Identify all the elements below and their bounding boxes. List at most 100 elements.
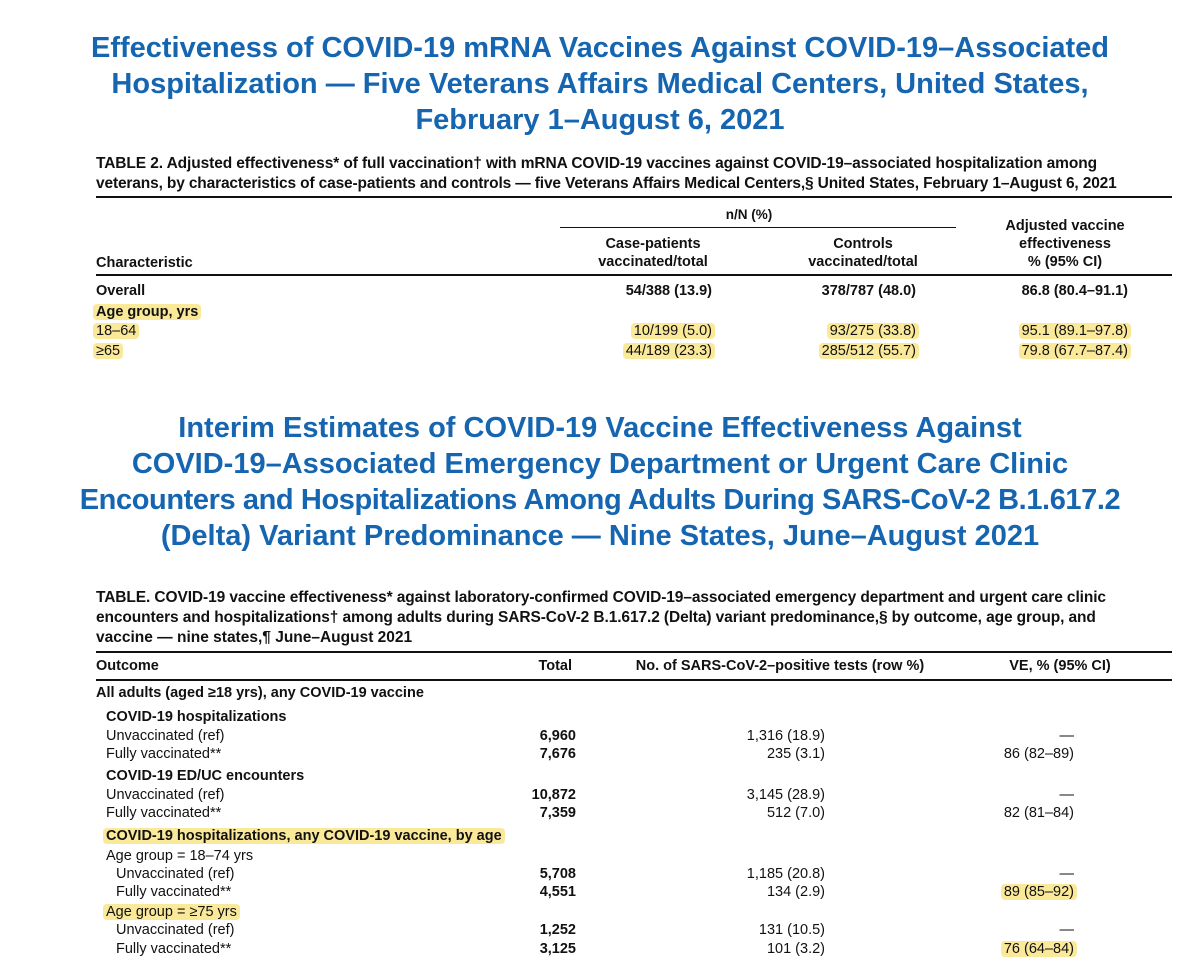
table2-row-ve: 82 (81–84) [1003,805,1074,821]
table2-row-positive: 101 (3.2) [766,941,825,957]
table2-row-positive: 1,185 (20.8) [746,866,825,882]
table1-row-label: 18–64 [93,322,140,340]
table1-group-header: n/N (%) [725,207,773,222]
table2-row-total: 1,252 [539,922,576,938]
table1-col-case: Case-patients vaccinated/total [560,235,746,271]
table2-row-positive: 1,316 (18.9) [746,728,825,744]
table2-row-total: 7,676 [539,746,576,762]
table2-caption: TABLE. COVID-19 vaccine effectiveness* a… [96,588,1172,648]
highlighted-value: 89 (85–92) [1000,884,1077,900]
table2-title-line: Encounters and Hospitalizations Among Ad… [79,484,1121,516]
highlighted-label: COVID-19 hospitalizations, any COVID-19 … [103,828,505,844]
table2-row-label: Fully vaccinated** [106,746,222,762]
highlighted-value: 95.1 (89.1–97.8) [1018,323,1131,339]
highlighted-label: 18–64 [93,323,140,339]
table1-col-ve-line: Adjusted vaccine [1005,218,1125,234]
table2-caption-line: vaccine — nine states,¶ June–August 2021 [96,629,413,646]
table1-title-line: Hospitalization — Five Veterans Affairs … [111,68,1089,100]
table1-row-label: Age group, yrs [93,303,202,321]
table2-row-label: All adults (aged ≥18 yrs), any COVID-19 … [96,685,424,701]
table1-header-rule [96,274,1172,276]
table2-title-line: (Delta) Variant Predominance — Nine Stat… [160,520,1040,552]
table1-title-line: Effectiveness of COVID-19 mRNA Vaccines … [90,32,1110,64]
highlighted-value: 93/275 (33.8) [826,323,919,339]
table2-row-label: Fully vaccinated** [116,941,232,957]
table1-col-controls-line: Controls [833,236,893,252]
table1-col-case-line: Case-patients [605,236,701,252]
highlighted-label: Age group, yrs [93,304,202,320]
table1-col-ve-line: % (95% CI) [1027,254,1103,270]
highlighted-value: 10/199 (5.0) [630,323,715,339]
table2-row-ve: — [1059,922,1075,938]
table2-row-label: COVID-19 hospitalizations, any COVID-19 … [103,827,505,845]
table1-title: Effectiveness of COVID-19 mRNA Vaccines … [0,30,1200,138]
table2-header-rule [96,679,1172,681]
table2-row-total: 4,551 [539,884,576,900]
table2-row-ve: — [1059,728,1075,744]
table1-caption: TABLE 2. Adjusted effectiveness* of full… [96,154,1172,194]
table1-row-ve: 79.8 (67.7–87.4) [960,342,1131,360]
table1-group-rule [560,227,956,228]
table1-col-characteristic: Characteristic [96,255,193,271]
highlighted-value: 44/189 (23.3) [622,343,715,359]
table2-row-ve: 76 (64–84) [960,940,1077,958]
table2-col-ve: VE, % (95% CI) [1009,658,1111,674]
table2-caption-line: TABLE. COVID-19 vaccine effectiveness* a… [96,589,1106,606]
highlighted-value: 285/512 (55.7) [818,343,919,359]
table1-caption-line: veterans, by characteristics of case-pat… [96,175,1117,192]
table2-row-total: 3,125 [539,941,576,957]
table2-row-total: 5,708 [539,866,576,882]
table1-row-label: ≥65 [93,342,124,360]
table1-caption-line: TABLE 2. Adjusted effectiveness* of full… [96,155,1097,172]
table2-col-outcome: Outcome [96,658,159,674]
table2-row-total: 10,872 [531,787,576,803]
table2-row-ve: 89 (85–92) [960,883,1077,901]
table2-title-line: Interim Estimates of COVID-19 Vaccine Ef… [178,412,1022,444]
table2-row-positive: 512 (7.0) [766,805,825,821]
table1-top-rule [96,196,1172,198]
table1-col-ve-line: effectiveness [1019,236,1111,252]
table2-row-ve: — [1059,787,1075,803]
table2-row-positive: 3,145 (28.9) [746,787,825,803]
table2-row-label: Unvaccinated (ref) [116,922,235,938]
table2-col-total: Total [538,658,572,674]
highlighted-label: Age group = ≥75 yrs [103,904,240,920]
table1-col-case-line: vaccinated/total [598,254,708,270]
table2-row-label: Fully vaccinated** [106,805,222,821]
table2-row-label: COVID-19 ED/UC encounters [106,768,305,784]
table2-row-total: 6,960 [539,728,576,744]
table1-row-case: 10/199 (5.0) [520,322,715,340]
table2-row-label: Unvaccinated (ref) [116,866,235,882]
table1-col-controls: Controls vaccinated/total [770,235,956,271]
table1-row-label: Overall [96,283,146,299]
table1-row-ve: 86.8 (80.4–91.1) [1021,283,1128,299]
table2-row-positive: 131 (10.5) [758,922,825,938]
table2-title: Interim Estimates of COVID-19 Vaccine Ef… [0,410,1200,554]
table2-caption-line: encounters and hospitalizations† among a… [96,609,1096,626]
table1-row-case: 54/388 (13.9) [625,283,712,299]
table2-title-line: COVID-19–Associated Emergency Department… [131,448,1069,480]
table1-title-line: February 1–August 6, 2021 [415,104,785,136]
table2-row-ve: — [1059,866,1075,882]
table2-row-total: 7,359 [539,805,576,821]
table2-row-label: Unvaccinated (ref) [106,728,225,744]
table1-col-controls-line: vaccinated/total [808,254,918,270]
highlighted-value: 79.8 (67.7–87.4) [1018,343,1131,359]
table2-row-positive: 235 (3.1) [766,746,825,762]
table2-row-label: COVID-19 hospitalizations [106,709,287,725]
table2-row-label: Age group = 18–74 yrs [106,848,254,864]
table1-row-ve: 95.1 (89.1–97.8) [960,322,1131,340]
highlighted-value: 76 (64–84) [1000,941,1077,957]
table1-col-ve: Adjusted vaccine effectiveness % (95% CI… [990,217,1140,271]
table2-col-positive: No. of SARS-CoV-2–positive tests (row %) [635,658,925,674]
table2-row-ve: 86 (82–89) [1003,746,1074,762]
table1-row-controls: 285/512 (55.7) [730,342,919,360]
table1-row-case: 44/189 (23.3) [520,342,715,360]
table2-row-label: Age group = ≥75 yrs [103,903,240,921]
table1-row-controls: 93/275 (33.8) [730,322,919,340]
table2-row-label: Fully vaccinated** [116,884,232,900]
table2-top-rule [96,651,1172,653]
highlighted-label: ≥65 [93,343,124,359]
table1-row-controls: 378/787 (48.0) [821,283,916,299]
table2-row-positive: 134 (2.9) [766,884,825,900]
